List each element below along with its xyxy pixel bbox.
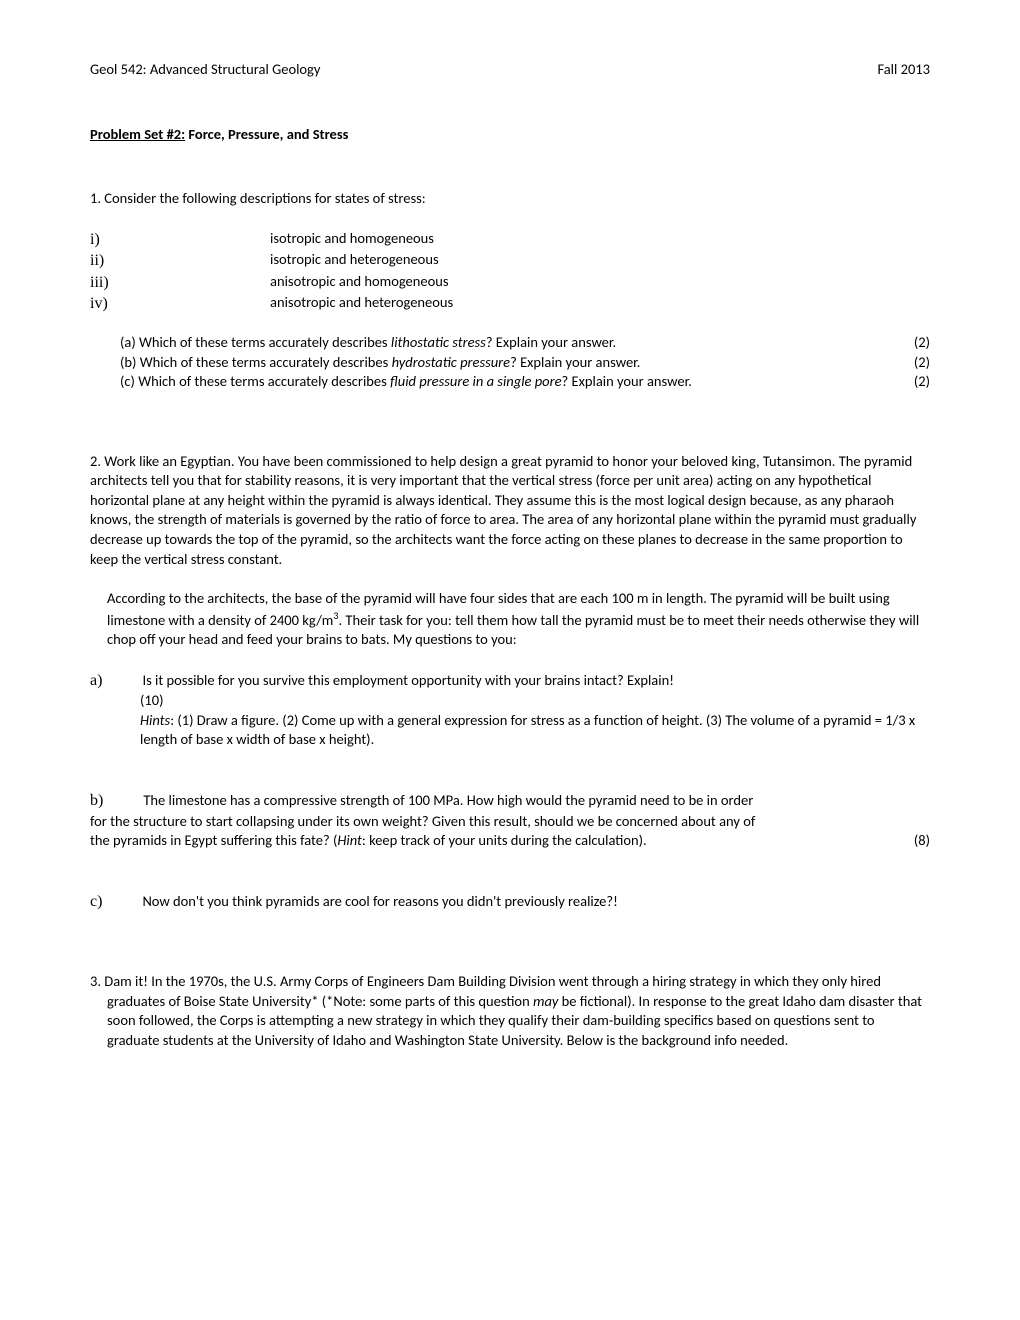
q3-text-wrapper: 3. Dam it! In the 1970s, the U.S. Army C…: [107, 972, 930, 1050]
part-b-text1: The limestone has a compressive strength…: [143, 791, 753, 809]
sub-question-b: (b) Which of these terms accurately desc…: [120, 353, 930, 373]
sub-q-italic: hydrostatic pressure: [392, 353, 511, 371]
list-item: iii) anisotropic and homogeneous: [90, 272, 453, 294]
part-a-line1: a) Is it possible for you survive this em…: [90, 670, 930, 692]
part-a-points: (10): [140, 691, 930, 711]
sub-q-pre: (b) Which of these terms accurately desc…: [120, 353, 392, 371]
q3-italic: may: [533, 992, 558, 1010]
part-b-line3: the pyramids in Egypt suffering this fat…: [90, 831, 930, 851]
q2-paragraph-2: According to the architects, the base of…: [107, 589, 930, 650]
list-numeral: ii): [90, 250, 270, 272]
part-letter: c): [90, 893, 102, 910]
document-title: Problem Set #2: Force, Pressure, and Str…: [90, 125, 930, 145]
part-b-pre: the pyramids in Egypt suffering this fat…: [90, 831, 337, 849]
title-label: Problem Set #2:: [90, 125, 185, 143]
sub-q-pre: (c) Which of these terms accurately desc…: [120, 372, 390, 390]
part-b-it: Hint: [337, 831, 362, 849]
sub-q-points: (2): [914, 353, 930, 373]
q1-options-list: i) isotropic and homogeneous ii) isotrop…: [90, 229, 453, 315]
sub-question-a: (a) Which of these terms accurately desc…: [120, 333, 930, 353]
list-numeral: iii): [90, 272, 270, 294]
sub-q-points: (2): [914, 333, 930, 353]
part-letter: a): [90, 672, 102, 689]
q3-paragraph: 3. Dam it! In the 1970s, the U.S. Army C…: [90, 972, 930, 1050]
list-item: ii) isotropic and heterogeneous: [90, 250, 453, 272]
sub-q-post: ? Explain your answer.: [510, 353, 640, 371]
q2-part-b: b) The limestone has a compressive streng…: [90, 790, 930, 851]
sub-q-post: ? Explain your answer.: [486, 333, 616, 351]
part-a-hints: Hints: (1) Draw a figure. (2) Come up wi…: [140, 711, 930, 750]
q2-part-a: a) Is it possible for you survive this em…: [90, 670, 930, 750]
sub-question-c: (c) Which of these terms accurately desc…: [120, 372, 930, 392]
hints-text: : (1) Draw a figure. (2) Come up with a …: [140, 711, 915, 749]
part-letter: b): [90, 792, 103, 809]
title-rest: Force, Pressure, and Stress: [185, 125, 348, 143]
sub-q-italic: lithostatic stress: [391, 333, 486, 351]
list-description: anisotropic and homogeneous: [270, 272, 453, 294]
part-b-line1: b) The limestone has a compressive streng…: [90, 790, 930, 812]
header-left: Geol 542: Advanced Structural Geology: [90, 60, 320, 80]
sub-q-pre: (a) Which of these terms accurately desc…: [120, 333, 391, 351]
q1-sub-questions: (a) Which of these terms accurately desc…: [120, 333, 930, 392]
page-header: Geol 542: Advanced Structural Geology Fa…: [90, 60, 930, 80]
q1-intro: 1. Consider the following descriptions f…: [90, 189, 930, 209]
part-a-text: Is it possible for you survive this empl…: [142, 671, 673, 689]
list-description: isotropic and homogeneous: [270, 229, 453, 251]
sub-q-text: (b) Which of these terms accurately desc…: [120, 353, 884, 373]
list-item: iv) anisotropic and heterogeneous: [90, 293, 453, 315]
q2-paragraph-1: 2. Work like an Egyptian. You have been …: [90, 452, 930, 569]
sub-q-points: (2): [914, 372, 930, 392]
part-b-line2: for the structure to start collapsing un…: [90, 812, 930, 832]
list-description: anisotropic and heterogeneous: [270, 293, 453, 315]
part-c-text: Now don't you think pyramids are cool fo…: [142, 892, 617, 910]
list-numeral: iv): [90, 293, 270, 315]
sub-q-text: (a) Which of these terms accurately desc…: [120, 333, 884, 353]
sub-q-post: ? Explain your answer.: [562, 372, 692, 390]
list-description: isotropic and heterogeneous: [270, 250, 453, 272]
list-numeral: i): [90, 229, 270, 251]
sub-q-text: (c) Which of these terms accurately desc…: [120, 372, 884, 392]
part-b-post: : keep track of your units during the ca…: [362, 831, 647, 849]
header-right: Fall 2013: [877, 60, 930, 80]
part-b-text3: the pyramids in Egypt suffering this fat…: [90, 831, 647, 851]
list-item: i) isotropic and homogeneous: [90, 229, 453, 251]
q2-part-c: c) Now don't you think pyramids are cool …: [90, 891, 930, 913]
sub-q-italic: fluid pressure in a single pore: [390, 372, 561, 390]
part-b-points: (8): [914, 831, 930, 851]
hints-label: Hints: [140, 711, 170, 729]
